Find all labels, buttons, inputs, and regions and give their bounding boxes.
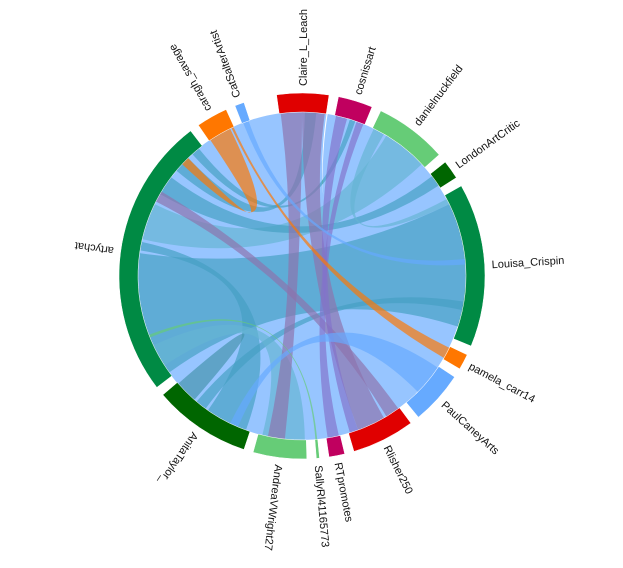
label-pamela-carr14: pamela_carr14	[467, 361, 537, 406]
arc-sallyrl41165773[interactable]	[314, 438, 320, 459]
label-artychat: artychat	[74, 239, 114, 256]
ribbon-sallyrl41165773-to-artychat	[148, 319, 318, 440]
label-paulcaneyarts: PaulCaneyArts	[439, 399, 502, 457]
label-danielnuckfield: danielnuckfield	[412, 63, 465, 128]
ribbon-caragh-savage-to-artychat	[182, 128, 258, 213]
arc-layer	[118, 92, 486, 460]
label-catsalterartist: CatSalterArtist	[208, 28, 244, 99]
arc-anitataylor[interactable]	[162, 382, 251, 450]
label-rtpromotes: RTpromotes	[332, 462, 355, 524]
arc-paulcaneyarts[interactable]	[405, 366, 455, 418]
arc-cosnissart[interactable]	[334, 96, 373, 125]
arc-rlisher250[interactable]	[348, 407, 412, 452]
label-sallyrl41165773: SallyRl41165773	[312, 465, 331, 548]
arc-londonartcritic[interactable]	[429, 161, 457, 189]
arc-claire-l-leach[interactable]	[276, 92, 330, 115]
arc-danielnuckfield[interactable]	[372, 110, 440, 168]
arc-rtpromotes[interactable]	[325, 435, 346, 458]
label-londonartcritic: LondonArtCritic	[454, 117, 523, 171]
label-caragh-savage: caragh_savage	[167, 42, 214, 113]
arc-andreavwright27[interactable]	[252, 433, 308, 460]
arc-pamela-carr14[interactable]	[442, 346, 468, 370]
label-anitataylor: AnitaTaylor_	[156, 430, 200, 488]
arc-artychat[interactable]	[118, 130, 203, 388]
label-claire-l-leach: Claire_L_Leach	[298, 9, 310, 86]
label-rlisher250: Rlisher250	[381, 444, 415, 496]
arc-caragh-savage[interactable]	[198, 109, 235, 142]
arc-louisa-crispin[interactable]	[444, 185, 486, 347]
label-cosnissart: cosnissart	[353, 45, 379, 96]
label-louisa-crispin: Louisa_Crispin	[491, 255, 564, 271]
arc-catsalterartist[interactable]	[234, 102, 251, 124]
ribbon-layer	[137, 111, 466, 441]
label-andreavwright27: AndreaVWright27	[261, 464, 283, 551]
